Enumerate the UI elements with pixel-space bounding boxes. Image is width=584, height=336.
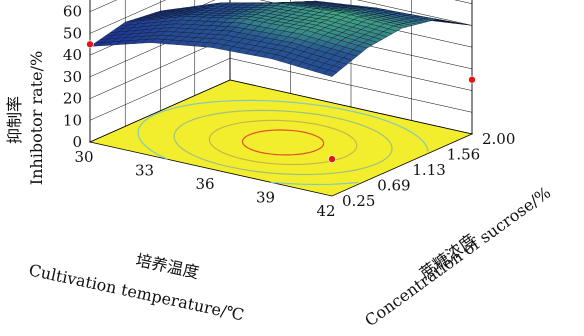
z-tick-label: 50 (63, 24, 82, 42)
x-axis-label-cn: 培养温度 (134, 250, 201, 282)
x-tick-label: 33 (135, 162, 154, 180)
y-tick-label: 2.00 (482, 130, 515, 148)
z-tick-label: 10 (63, 111, 82, 129)
y-tick-label: 1.56 (447, 146, 480, 164)
x-axis-label: Cultivation temperature/℃ (27, 260, 246, 324)
x-tick-label: 39 (256, 189, 275, 207)
design-point (469, 76, 476, 83)
design-point (87, 41, 94, 48)
y-axis-label: Concentration of sucrose/% (361, 183, 554, 330)
z-axis-label: Inhibotor rate/% (27, 51, 46, 185)
z-tick-label: 60 (63, 3, 82, 21)
x-tick-label: 36 (195, 175, 214, 193)
z-tick-label: 30 (63, 68, 82, 86)
z-tick-label: 40 (63, 46, 82, 64)
y-tick-label: 0.25 (342, 192, 375, 210)
x-tick-label: 30 (74, 148, 93, 166)
z-axis-label-cn: 抑制率 (5, 96, 24, 144)
design-point (329, 156, 336, 163)
y-tick-label: 1.13 (412, 161, 445, 179)
y-tick-label: 0.69 (377, 176, 410, 194)
x-tick-label: 42 (316, 202, 335, 220)
z-tick-label: 20 (63, 90, 82, 108)
